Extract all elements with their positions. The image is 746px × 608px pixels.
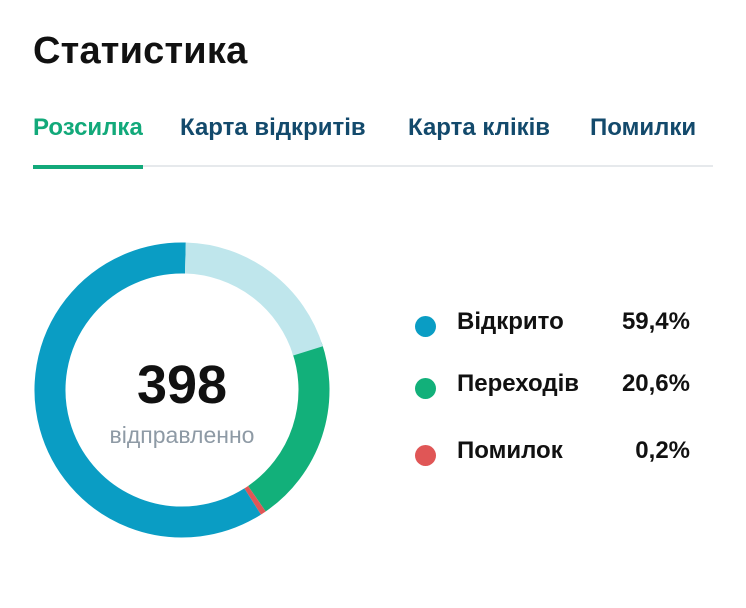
sent-count: 398 [136, 355, 228, 415]
tab-mailing[interactable]: Розсилка [33, 112, 143, 169]
legend-value-errors: 0,2% [635, 437, 690, 464]
legend-item-opened: Відкрито 59,4% [415, 304, 690, 344]
legend-dot-clicks [415, 378, 436, 399]
legend-dot-errors [415, 445, 436, 466]
legend-value-clicks: 20,6% [621, 370, 690, 397]
slice-errors [244, 485, 266, 515]
sent-label: відправленно [109, 422, 255, 448]
donut-segments [34, 242, 330, 538]
slice-clicks [247, 342, 330, 512]
chart-area: 398 відправленно Відкрито 59,4% Переході… [0, 200, 746, 580]
donut-chart [34, 242, 330, 538]
legend-label-opened: Відкрито [457, 308, 564, 335]
slice-remainder [184, 242, 323, 356]
legend-item-clicks: Переходів 20,6% [415, 366, 690, 406]
tab-clicks-map[interactable]: Карта кліків [408, 112, 550, 167]
legend-label-errors: Помилок [457, 437, 563, 464]
tab-errors-label: Помилки [590, 114, 697, 141]
legend-dot-opened [415, 316, 436, 337]
legend-value-opened: 59,4% [621, 308, 690, 335]
tab-active-underline [33, 165, 143, 169]
tab-mailing-label: Розсилка [33, 114, 143, 141]
slice-opened [34, 242, 261, 538]
tab-opens-map[interactable]: Карта відкритів [180, 112, 366, 167]
tab-opens-map-label: Карта відкритів [180, 114, 366, 141]
tab-errors[interactable]: Помилки [590, 112, 696, 167]
tab-clicks-map-label: Карта кліків [408, 114, 551, 141]
legend-label-clicks: Переходів [457, 370, 580, 397]
page-title: Статистика [33, 30, 248, 72]
tab-bar: Розсилка Карта відкритів Карта кліків По… [33, 112, 713, 169]
legend-item-errors: Помилок 0,2% [415, 433, 690, 473]
